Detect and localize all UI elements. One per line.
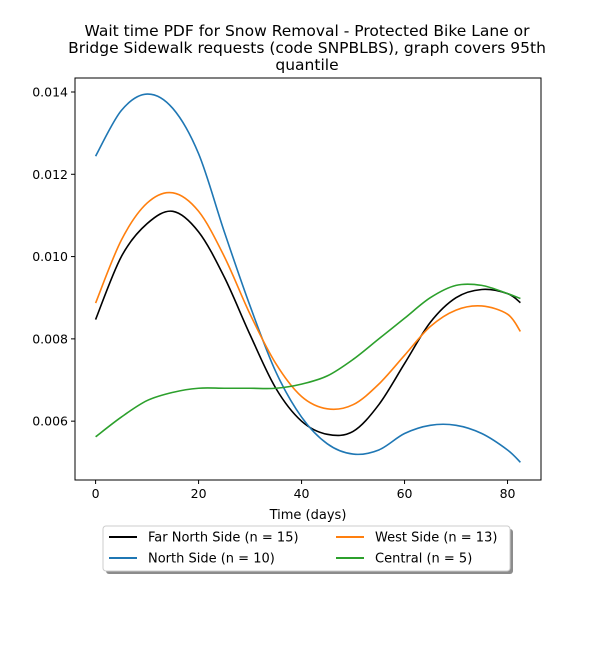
x-tick-label: 80 — [500, 486, 516, 501]
x-tick-label: 40 — [294, 486, 310, 501]
y-tick-label: 0.010 — [32, 249, 68, 264]
x-tick-label: 20 — [191, 486, 207, 501]
plot-frame — [74, 77, 542, 481]
y-tick-label: 0.006 — [32, 414, 68, 429]
series-line-1 — [94, 93, 521, 463]
legend-box — [102, 525, 511, 572]
legend-label-3: Central (n = 5) — [375, 552, 472, 567]
y-tick-label: 0.014 — [32, 84, 68, 99]
series-line-3 — [95, 283, 521, 438]
y-tick-label: 0.012 — [32, 167, 68, 182]
legend-label-1: North Side (n = 10) — [148, 552, 275, 567]
y-tick-label: 0.008 — [32, 331, 68, 346]
chart-title: Wait time PDF for Snow Removal - Protect… — [68, 22, 546, 74]
plot-lines — [94, 93, 522, 463]
legend-label-2: West Side (n = 13) — [375, 531, 497, 546]
x-tick-label: 0 — [92, 486, 100, 501]
series-line-2 — [94, 191, 522, 411]
legend: Far North Side (n = 15) North Side (n = 1… — [102, 525, 513, 574]
legend-label-0: Far North Side (n = 15) — [148, 531, 299, 546]
x-tick-label: 60 — [397, 486, 413, 501]
x-axis: 0 20 40 60 80 — [92, 480, 516, 501]
chart-title-line-3: quantile — [275, 56, 338, 74]
y-axis: 0.006 0.008 0.010 0.012 0.014 — [32, 84, 75, 429]
x-axis-label: Time (days) — [269, 508, 347, 523]
chart-title-line-1: Wait time PDF for Snow Removal - Protect… — [84, 22, 530, 40]
series-line-0 — [94, 210, 521, 437]
chart-title-line-2: Bridge Sidewalk requests (code SNPBLBS),… — [68, 39, 546, 57]
